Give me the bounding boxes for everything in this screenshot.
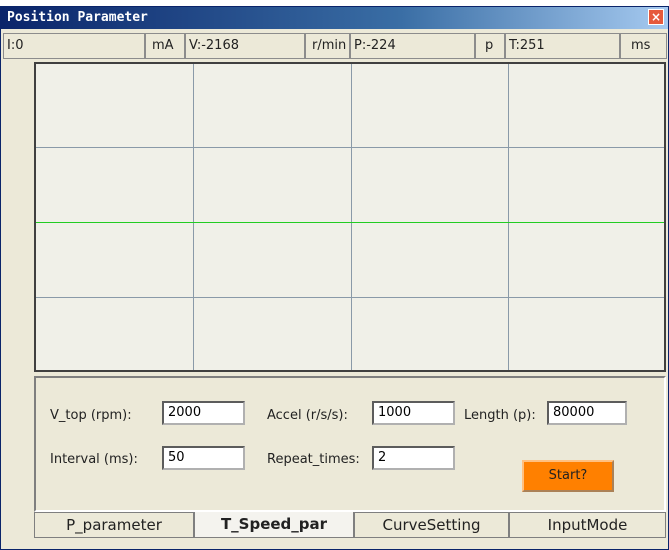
grid-line bbox=[36, 297, 664, 298]
status-unit: r/min bbox=[305, 33, 350, 59]
start-button[interactable]: Start? bbox=[522, 460, 614, 492]
tab[interactable]: P_parameter bbox=[34, 512, 194, 538]
tab[interactable]: CurveSetting bbox=[354, 512, 509, 538]
field-label: Accel (r/s/s): bbox=[267, 408, 348, 423]
status-value: P:-224 bbox=[350, 33, 475, 59]
status-value: I:0 bbox=[3, 33, 145, 59]
field-label: Repeat_times: bbox=[267, 452, 360, 467]
signal-line bbox=[36, 222, 664, 223]
status-value: T:251 bbox=[505, 33, 620, 59]
window-title: Position Parameter bbox=[7, 10, 148, 25]
status-unit: ms bbox=[620, 33, 667, 59]
window: Position Parameter × I:0 mA V:-2168 r/mi… bbox=[0, 6, 669, 550]
close-button[interactable]: × bbox=[648, 9, 664, 25]
text-input[interactable]: 80000 bbox=[547, 401, 627, 425]
field-label: Interval (ms): bbox=[50, 452, 138, 467]
status-unit: mA bbox=[145, 33, 185, 59]
tab-selected[interactable]: T_Speed_par bbox=[194, 512, 354, 538]
status-unit: p bbox=[475, 33, 505, 59]
text-input[interactable]: 1000 bbox=[372, 401, 455, 425]
parameter-panel: V_top (rpm): 2000 Accel (r/s/s): 1000 Le… bbox=[34, 376, 666, 512]
field-label: V_top (rpm): bbox=[50, 408, 132, 423]
text-input[interactable]: 2 bbox=[372, 446, 455, 470]
text-input[interactable]: 2000 bbox=[162, 401, 245, 425]
field-label: Length (p): bbox=[464, 408, 536, 423]
text-input[interactable]: 50 bbox=[162, 446, 245, 470]
title-bar: Position Parameter × bbox=[1, 7, 668, 29]
grid-line bbox=[351, 64, 352, 370]
status-value: V:-2168 bbox=[185, 33, 305, 59]
tab[interactable]: InputMode bbox=[509, 512, 666, 538]
grid-line bbox=[508, 64, 509, 370]
grid-line bbox=[36, 147, 664, 148]
plot-area bbox=[34, 62, 666, 372]
grid-line bbox=[193, 64, 194, 370]
